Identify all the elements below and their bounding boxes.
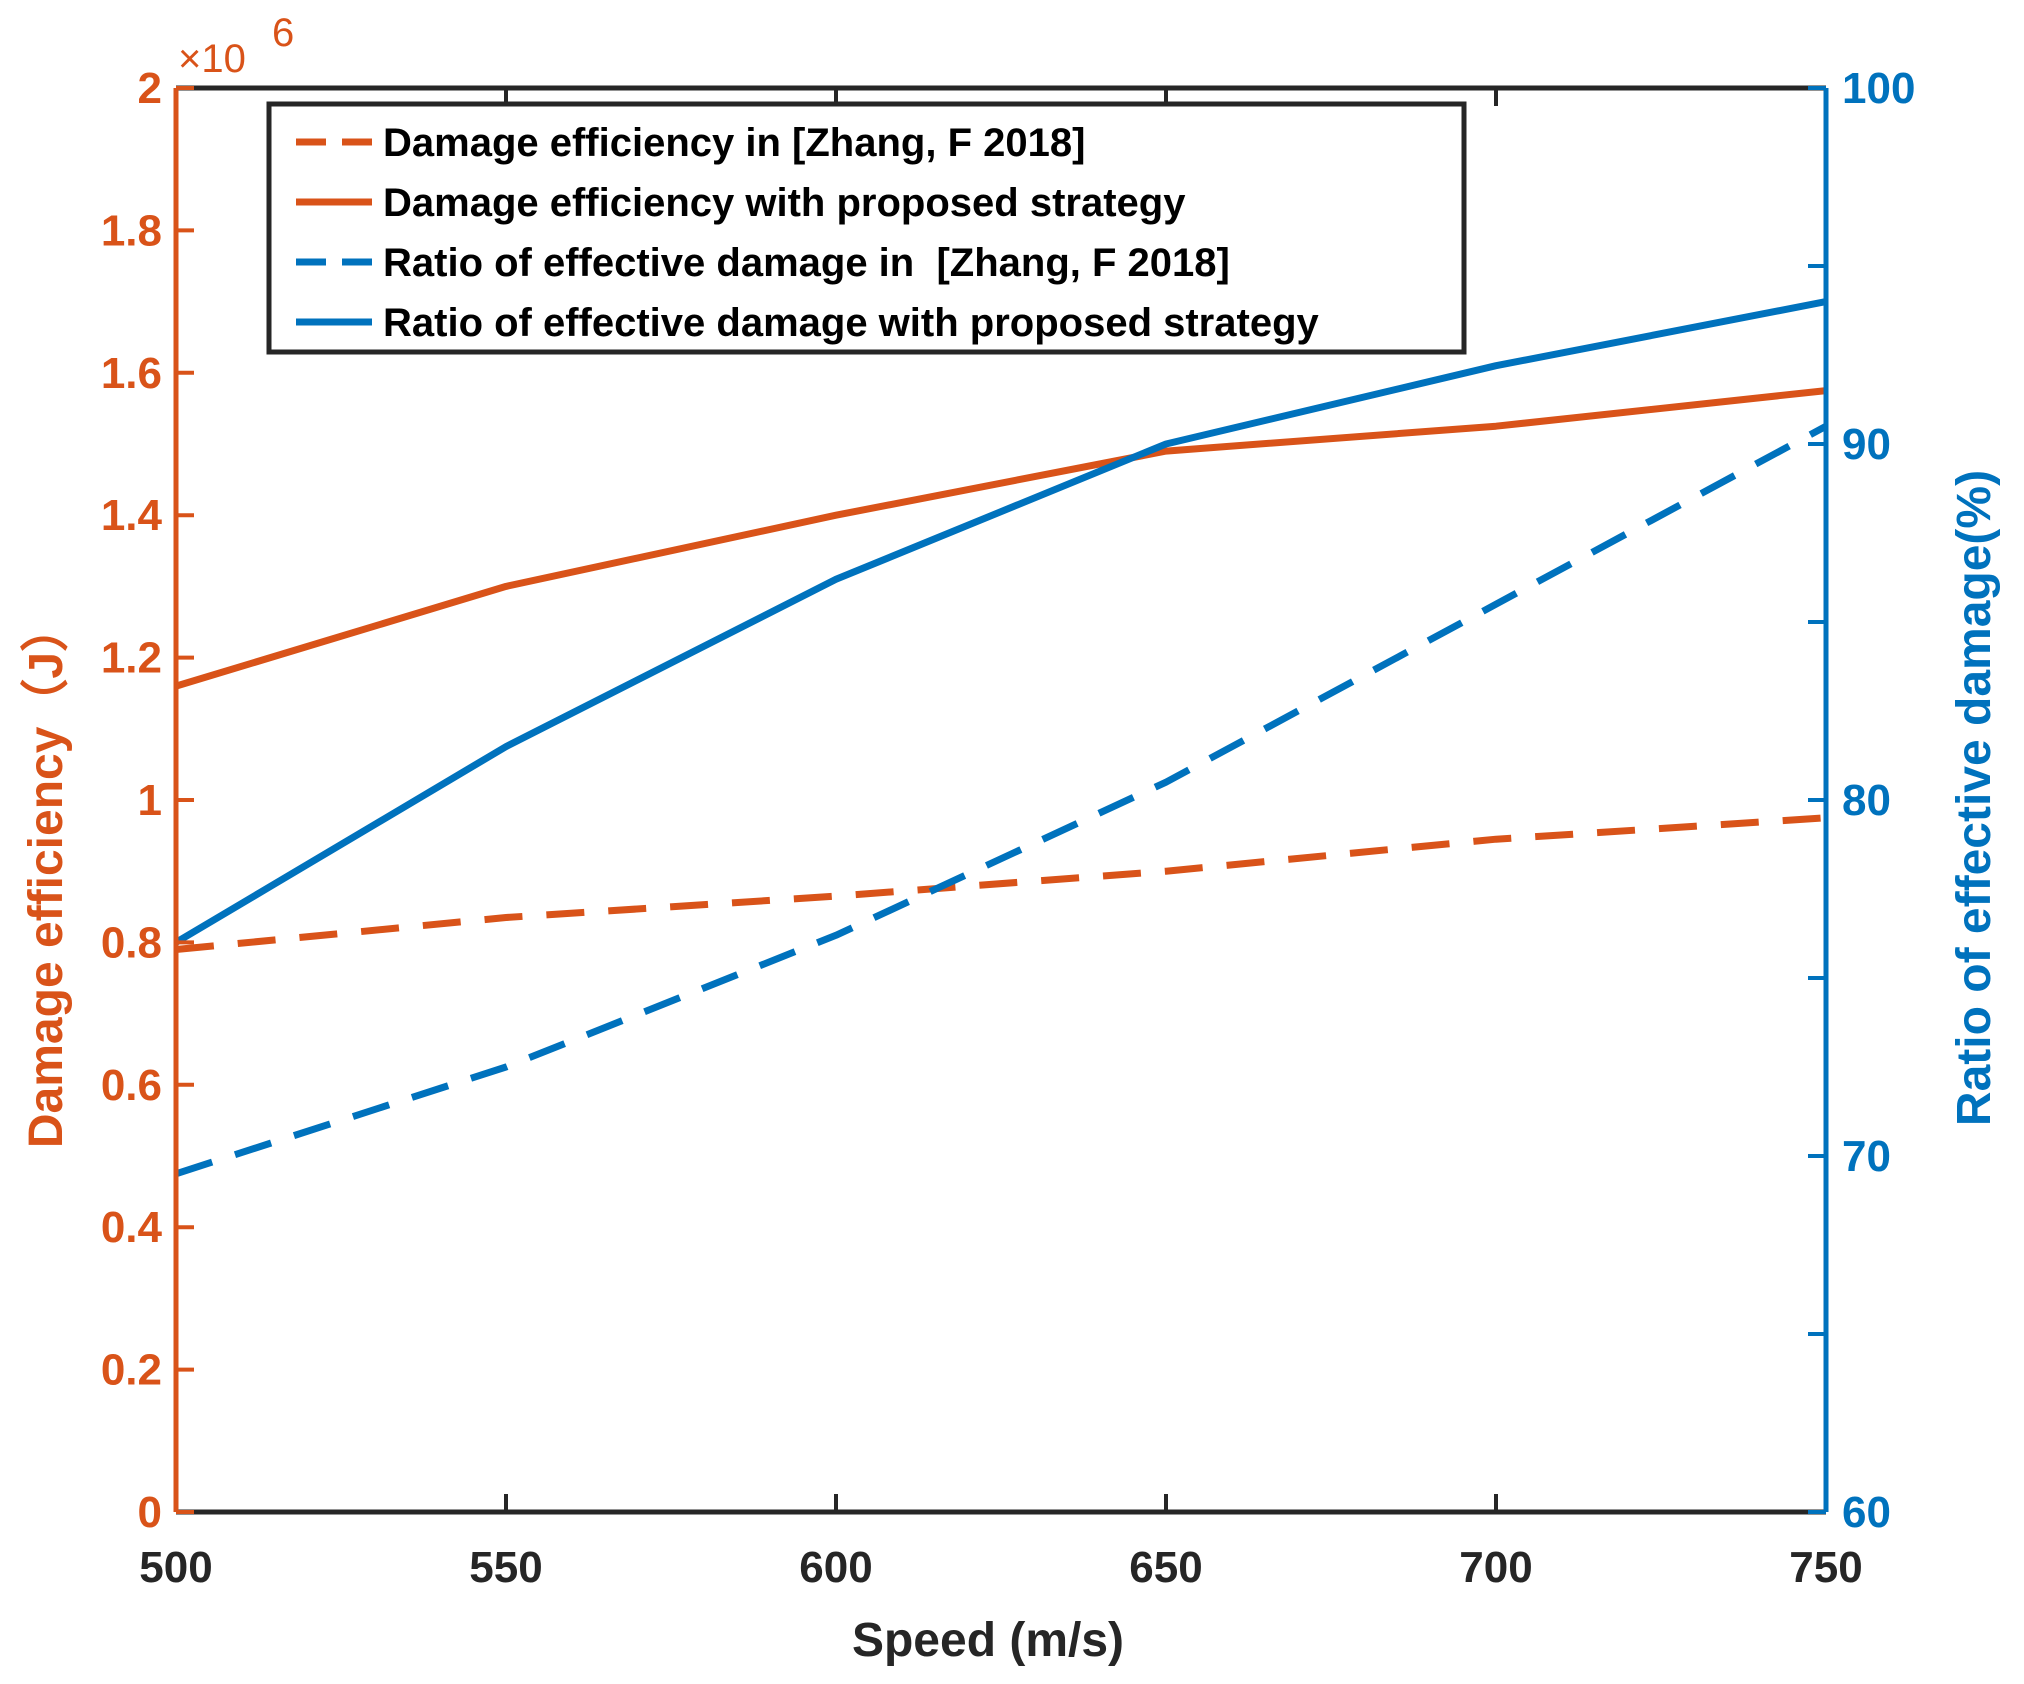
x-tick-label: 700 (1459, 1543, 1532, 1592)
x-tick-label: 650 (1129, 1543, 1202, 1592)
left-y-tick-label: 0.6 (101, 1061, 162, 1110)
legend-label-4: Ratio of effective damage with proposed … (383, 301, 1319, 345)
series-layer (174, 298, 1828, 1178)
exponent-power: 6 (272, 11, 294, 55)
right-y-tick-label: 90 (1842, 420, 1891, 469)
right-y-tick-label: 100 (1842, 64, 1915, 113)
left-y-tick-label: 1.6 (101, 349, 162, 398)
left-y-tick-label: 0.2 (101, 1346, 162, 1395)
x-tick-label: 500 (139, 1543, 212, 1592)
x-tick-label: 550 (469, 1543, 542, 1592)
left-y-tick-label: 1.4 (101, 491, 163, 540)
series-line-3 (174, 423, 1828, 1178)
left-y-tick-label: 2 (138, 64, 162, 113)
series-line-4 (174, 298, 1827, 946)
left-y-axis-label: Damage efficiency（J） (20, 604, 73, 1148)
series-line-1 (175, 814, 1827, 953)
left-y-tick-label: 0.8 (101, 918, 162, 967)
left-y-tick-label: 1.2 (101, 634, 162, 683)
legend-label-1: Damage efficiency in [Zhang, F 2018] (383, 121, 1085, 165)
exponent-multiplier: ×10 (178, 37, 246, 81)
left-y-tick-label: 0.4 (101, 1203, 163, 1252)
x-tick-label: 750 (1789, 1543, 1862, 1592)
x-axis-label: Speed (m/s) (852, 1614, 1124, 1667)
legend-label-2: Damage efficiency with proposed strategy (383, 181, 1186, 225)
series-line-2 (174, 387, 1827, 690)
left-y-tick-label: 1.8 (101, 206, 162, 255)
plot-frame (176, 85, 1826, 1515)
right-y-axis-label: Ratio of effective damage(%) (1948, 470, 2001, 1126)
axes-layer: 500 550 600 650 700 750 0 0.2 0.4 0.6 0.8 1 1.2 1.4 1.… (101, 64, 1916, 1592)
x-tick-label: 600 (799, 1543, 872, 1592)
legend-box (266, 101, 1467, 355)
legend-label-3: Ratio of effective damage in [Zhang, F 2… (383, 241, 1230, 285)
right-y-tick-label: 80 (1842, 776, 1891, 825)
left-y-tick-label: 0 (138, 1488, 162, 1537)
y-axis-exponent: ×10 6 (178, 11, 294, 81)
legend: Damage efficiency in [Zhang, F 2018] Dama… (266, 101, 1467, 355)
left-y-tick-label: 1 (138, 776, 162, 825)
right-y-tick-label: 70 (1842, 1132, 1891, 1181)
right-y-tick-label: 60 (1842, 1488, 1891, 1537)
